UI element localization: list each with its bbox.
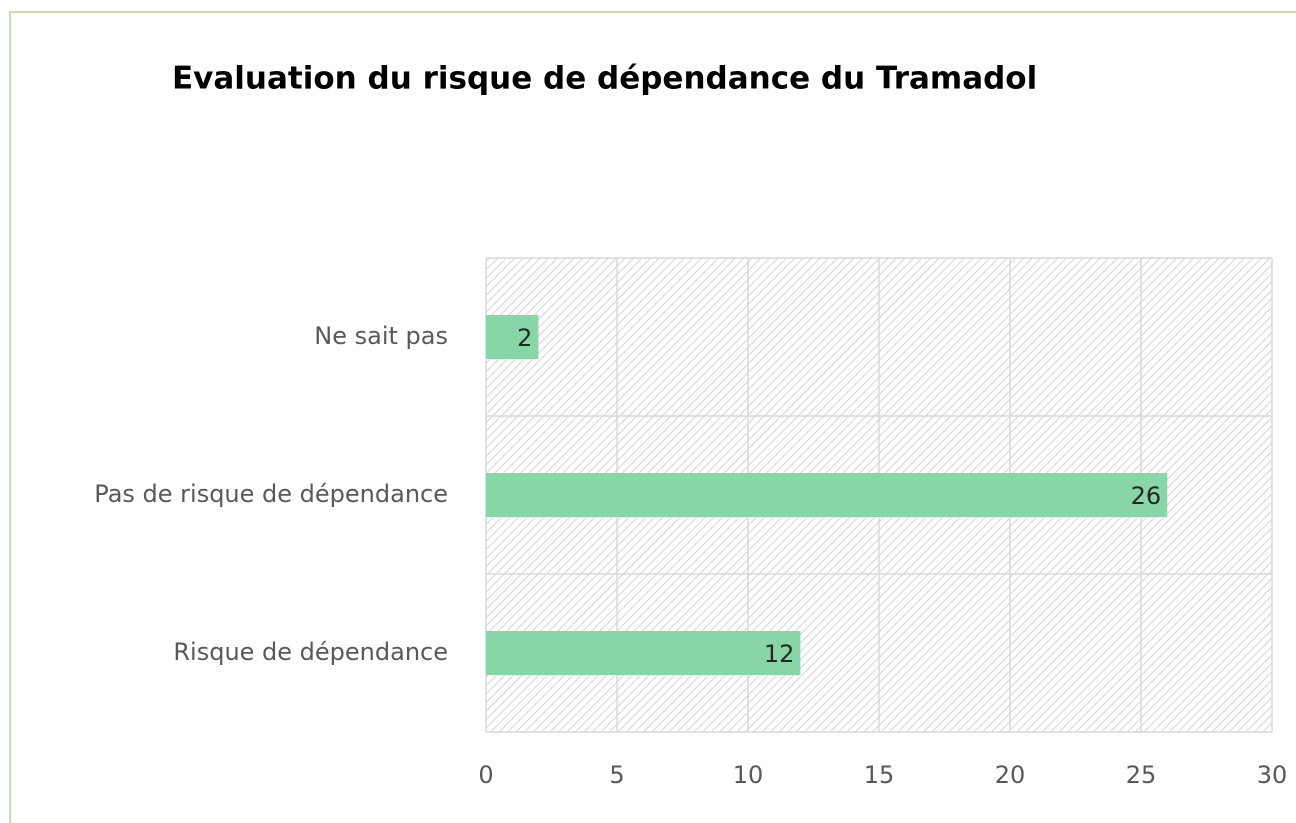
y-tick-label: Pas de risque de dépendance [94, 480, 448, 508]
bar [486, 631, 801, 675]
x-tick-label: 10 [733, 761, 764, 789]
chart-title: Evaluation du risque de dépendance du Tr… [172, 61, 1037, 97]
chart-border [9, 11, 1296, 823]
data-label: 12 [764, 640, 795, 668]
x-tick-label: 25 [1126, 761, 1157, 789]
x-tick-label: 5 [609, 761, 624, 789]
bar [486, 473, 1168, 517]
x-tick-label: 20 [995, 761, 1026, 789]
x-tick-label: 0 [478, 761, 493, 789]
x-tick-label: 30 [1257, 761, 1288, 789]
y-tick-label: Ne sait pas [314, 322, 448, 350]
x-tick-label: 15 [864, 761, 895, 789]
data-label: 26 [1131, 482, 1162, 510]
bar [486, 315, 539, 359]
y-tick-label: Risque de dépendance [173, 638, 448, 666]
data-label: 2 [517, 324, 532, 352]
